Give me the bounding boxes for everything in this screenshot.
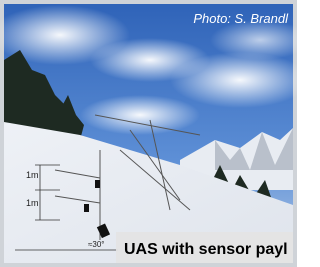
sensor <box>95 180 100 188</box>
sensor <box>84 204 89 212</box>
annotation-label: ≈30° <box>88 240 105 249</box>
photo-credit: Photo: S. Brandl <box>193 11 289 26</box>
page: 1m 1m ≈30° Photo: S. Brandl UAS with sen… <box>0 0 297 267</box>
annotation-label: 1m <box>26 170 39 180</box>
annotation-label: 1m <box>26 198 39 208</box>
caption: UAS with sensor payl <box>124 241 288 258</box>
photo: 1m 1m ≈30° Photo: S. Brandl UAS with sen… <box>0 0 297 267</box>
